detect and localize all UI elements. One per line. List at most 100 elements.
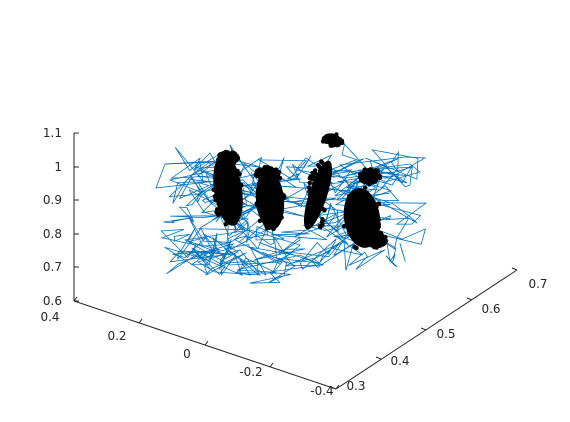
wire-face <box>172 236 221 259</box>
wire-face <box>322 158 365 180</box>
z-tick-label: 0.8 <box>43 227 62 241</box>
data-point <box>218 180 223 186</box>
wire-face <box>277 236 301 256</box>
wire-face <box>399 243 406 262</box>
data-point <box>271 209 277 215</box>
y-tick-mark <box>420 327 427 331</box>
wire-face <box>226 156 263 182</box>
data-point <box>261 213 266 218</box>
wire-face <box>190 232 218 266</box>
data-point <box>364 169 370 175</box>
wire-face <box>163 217 193 223</box>
wire-face <box>287 173 300 180</box>
data-point <box>307 189 312 194</box>
data-point <box>360 178 365 184</box>
data-point <box>362 235 367 240</box>
y-tick-label: 0.4 <box>390 354 409 368</box>
wire-face <box>385 255 398 268</box>
data-point <box>279 215 284 220</box>
data-point <box>262 170 267 176</box>
y-tick-label: 0.7 <box>528 277 547 291</box>
data-point <box>257 218 263 223</box>
x-tick-mark <box>73 296 78 302</box>
data-point <box>223 222 228 227</box>
data-point <box>233 215 238 221</box>
data-point <box>318 190 323 196</box>
y-axis-line <box>335 269 518 390</box>
data-point <box>358 240 363 245</box>
data-point <box>330 143 335 148</box>
x-tick-label: 0.2 <box>107 329 126 343</box>
wire-face <box>202 233 239 260</box>
x-tick-mark <box>269 362 274 368</box>
data-point <box>270 183 276 188</box>
y-tick-label: 0.5 <box>436 327 455 341</box>
wire-face <box>203 243 237 276</box>
point-clusters <box>211 132 389 251</box>
data-point <box>351 221 357 226</box>
data-point <box>258 179 263 184</box>
data-point <box>361 172 366 177</box>
data-point <box>273 167 279 172</box>
data-point <box>373 178 378 183</box>
data-point <box>376 222 382 227</box>
data-point <box>355 226 360 232</box>
x-tick-label: -0.2 <box>239 365 262 379</box>
data-point <box>376 217 381 222</box>
data-point <box>306 185 312 190</box>
x-tick-mark <box>138 318 143 324</box>
data-point <box>225 154 231 159</box>
wire-face <box>229 144 267 179</box>
wire-face <box>255 225 285 241</box>
data-point <box>319 160 325 165</box>
data-point <box>352 244 357 249</box>
data-point <box>219 204 224 209</box>
data-point <box>317 224 323 229</box>
data-point <box>266 175 271 180</box>
data-point <box>356 209 361 214</box>
wire-face <box>168 227 224 263</box>
z-tick-label: 1 <box>54 160 62 174</box>
data-point <box>335 135 340 140</box>
data-point <box>341 224 347 229</box>
data-point <box>364 191 369 196</box>
data-point <box>231 153 236 158</box>
data-point <box>234 184 239 189</box>
data-point <box>320 218 325 223</box>
data-point <box>328 133 334 139</box>
z-tick-label: 1.1 <box>43 126 62 140</box>
wire-face <box>183 229 301 266</box>
wire-face <box>164 159 261 168</box>
data-point <box>266 215 271 220</box>
wire-face <box>227 228 267 251</box>
data-point <box>256 167 261 172</box>
data-point <box>377 243 383 248</box>
wire-face <box>372 202 428 225</box>
data-point <box>373 242 378 247</box>
data-point <box>254 173 260 179</box>
data-point <box>221 199 226 204</box>
data-point <box>267 189 272 194</box>
data-point <box>221 195 227 200</box>
wire-face <box>319 249 331 264</box>
data-point <box>227 170 232 175</box>
data-point <box>372 202 377 207</box>
data-point <box>262 165 267 170</box>
data-point <box>324 134 330 140</box>
data-point <box>264 222 269 227</box>
data-point <box>373 230 378 235</box>
data-point <box>332 138 337 143</box>
data-point <box>223 207 228 213</box>
data-point <box>383 235 388 240</box>
data-point <box>347 216 352 221</box>
data-point <box>217 211 222 216</box>
wire-face <box>295 157 347 179</box>
data-point <box>347 231 352 236</box>
wire-face <box>174 147 204 183</box>
data-point <box>308 208 313 214</box>
data-point <box>312 199 318 204</box>
data-point <box>357 171 363 177</box>
data-point <box>326 139 331 144</box>
wire-face <box>196 249 261 276</box>
